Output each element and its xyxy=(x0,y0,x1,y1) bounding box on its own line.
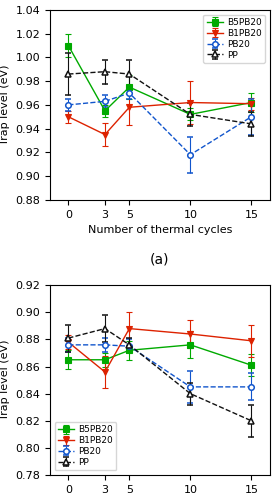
Y-axis label: Trap level (eV): Trap level (eV) xyxy=(0,340,10,420)
Y-axis label: Trap level (eV): Trap level (eV) xyxy=(0,64,10,145)
Title: (a): (a) xyxy=(0,499,1,500)
Legend: B5PB20, B1PB20, PB20, PP: B5PB20, B1PB20, PB20, PP xyxy=(54,422,116,470)
Text: (a): (a) xyxy=(150,253,170,267)
Title: (b): (b) xyxy=(0,499,1,500)
Legend: B5PB20, B1PB20, PB20, PP: B5PB20, B1PB20, PB20, PP xyxy=(203,14,265,63)
X-axis label: Number of thermal cycles: Number of thermal cycles xyxy=(88,225,232,235)
